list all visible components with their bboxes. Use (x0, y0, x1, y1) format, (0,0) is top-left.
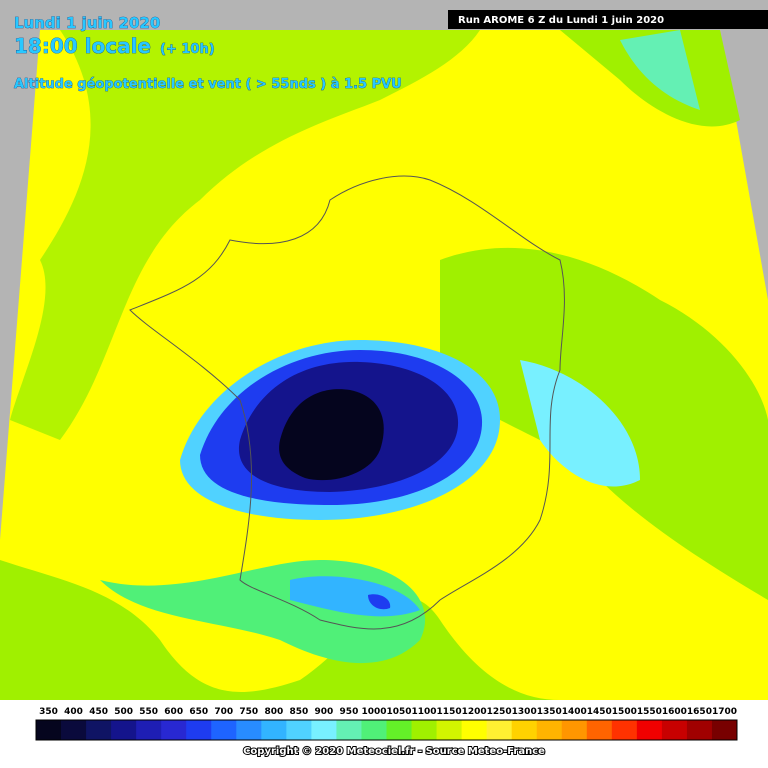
legend-swatch (561, 720, 588, 740)
legend-label: 1250 (487, 707, 512, 717)
header-offset: (+ 10h) (160, 42, 215, 57)
legend-label: 950 (340, 707, 359, 717)
legend-label: 600 (164, 707, 183, 717)
legend-label: 1100 (412, 707, 437, 717)
legend: 350 400 450 500 550 600 650 700 750 800 850 900 950 1… (35, 707, 738, 741)
legend-swatch (511, 720, 538, 740)
legend-label: 550 (139, 707, 158, 717)
header-time: 18:00 locale (14, 34, 151, 58)
legend-swatch (411, 720, 438, 740)
legend-swatch (611, 720, 638, 740)
legend-swatch (486, 720, 513, 740)
field (0, 30, 768, 700)
legend-swatch (536, 720, 563, 740)
legend-swatch (236, 720, 262, 740)
legend-swatch (336, 720, 362, 740)
legend-swatch (211, 720, 237, 740)
legend-swatch (36, 720, 62, 740)
legend-swatch (436, 720, 463, 740)
legend-label: 500 (114, 707, 133, 717)
legend-label: 650 (189, 707, 208, 717)
legend-swatch (661, 720, 688, 740)
legend-label: 400 (64, 707, 83, 717)
legend-label: 1550 (637, 707, 662, 717)
legend-label: 1150 (437, 707, 462, 717)
legend-label: 900 (315, 707, 334, 717)
legend-label: 450 (89, 707, 108, 717)
legend-swatch (86, 720, 112, 740)
legend-swatch (161, 720, 187, 740)
legend-label: 1600 (662, 707, 687, 717)
legend-label: 800 (264, 707, 283, 717)
legend-label: 1350 (537, 707, 562, 717)
legend-swatch (386, 720, 413, 740)
legend-label: 1400 (562, 707, 587, 717)
legend-swatch (61, 720, 87, 740)
legend-swatch (636, 720, 663, 740)
legend-swatch (286, 720, 312, 740)
legend-swatch (461, 720, 488, 740)
run-label: Run AROME 6 Z du Lundi 1 juin 2020 (458, 15, 664, 26)
legend-swatch (111, 720, 137, 740)
legend-label: 1300 (512, 707, 537, 717)
legend-label: 1650 (687, 707, 712, 717)
run-box (448, 10, 768, 29)
legend-frame (35, 719, 738, 741)
header-subtitle: Altitude géopotentielle et vent ( > 55nd… (14, 77, 402, 92)
borders (129, 175, 565, 630)
legend-swatch (686, 720, 713, 740)
legend-swatch (361, 720, 387, 740)
header-date: Lundi 1 juin 2020 (14, 14, 160, 32)
legend-label: 1500 (612, 707, 637, 717)
legend-label: 1450 (587, 707, 612, 717)
legend-swatch (261, 720, 287, 740)
legend-label: 1050 (386, 707, 411, 717)
legend-swatch (186, 720, 212, 740)
legend-label: 1200 (462, 707, 487, 717)
legend-label: 1700 (712, 707, 737, 717)
legend-swatch (311, 720, 337, 740)
legend-label: 1000 (361, 707, 386, 717)
legend-swatch (136, 720, 162, 740)
legend-swatch (586, 720, 613, 740)
legend-label: 350 (39, 707, 58, 717)
legend-label: 750 (239, 707, 258, 717)
legend-label: 700 (214, 707, 233, 717)
copyright: Copyright © 2020 Meteociel.fr - Source M… (243, 746, 545, 757)
legend-label: 850 (289, 707, 308, 717)
legend-swatch (711, 720, 738, 740)
